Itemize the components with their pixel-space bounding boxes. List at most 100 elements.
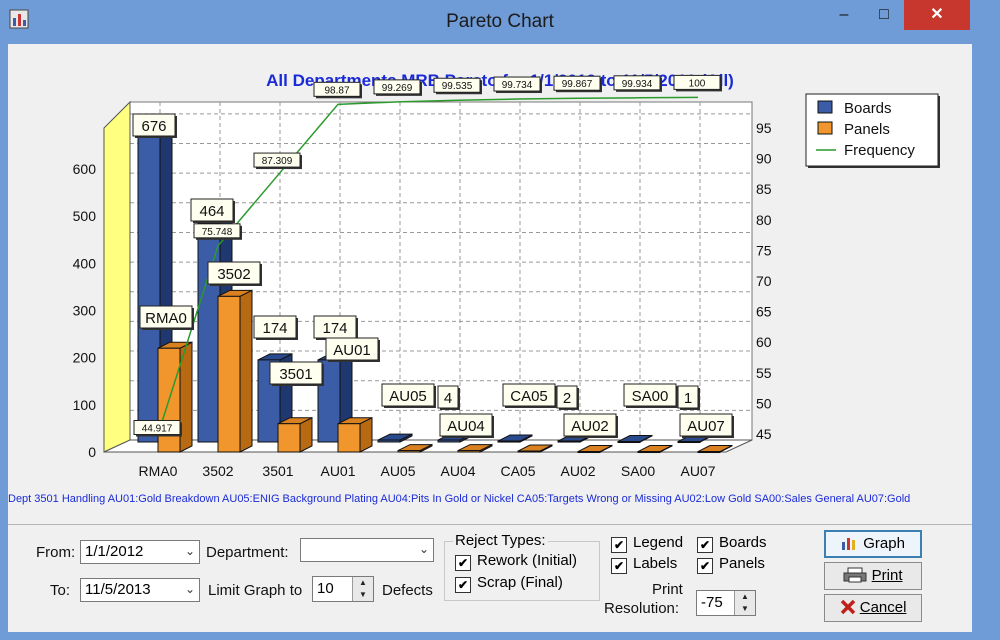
print-label: Print — [652, 581, 683, 598]
dept-label: AU01 — [333, 342, 371, 359]
dept-label-box — [623, 383, 677, 407]
y-left-tick-label: 100 — [73, 397, 97, 413]
legend-swatch — [817, 121, 833, 135]
panel-bar — [457, 450, 481, 453]
spin-buttons[interactable]: ▲ ▼ — [734, 591, 755, 615]
frequency-data-label-box — [553, 75, 601, 91]
print-label-btn: Print — [871, 567, 903, 584]
panels-checkbox[interactable]: ✔ Panels — [697, 555, 765, 574]
frequency-data-label-box — [313, 81, 361, 97]
x-tick-label: RMA0 — [139, 463, 178, 479]
x-tick-label: AU05 — [380, 463, 415, 479]
y-left-tick-label: 200 — [73, 350, 97, 366]
dept-label: CA05 — [510, 388, 548, 405]
bar-value-label: 174 — [322, 320, 347, 337]
dept-label: RMA0 — [145, 310, 187, 327]
frequency-line — [157, 96, 699, 435]
bar-value-label: 1 — [684, 390, 692, 407]
frequency-data-label-box — [613, 75, 661, 91]
board-bar — [557, 440, 581, 443]
legend-label: Boards — [844, 100, 892, 117]
panel-bar — [337, 423, 361, 453]
y-right-tick-label: 90 — [756, 151, 772, 167]
dept-label-box — [381, 383, 435, 407]
frequency-data-label: 99.269 — [382, 83, 413, 94]
department-select[interactable]: ⌄ — [300, 538, 434, 562]
client-area: All Departments MRB Pareto for 1/1/2012 … — [8, 44, 972, 632]
boards-checkbox[interactable]: ✔ Boards — [697, 534, 767, 553]
from-date-picker[interactable]: 1/1/2012 ⌄ — [80, 540, 200, 564]
limit-spinner[interactable]: 10 ▲ ▼ — [312, 576, 374, 602]
frequency-data-label: 100 — [689, 78, 706, 89]
board-bar — [137, 122, 161, 443]
window-title: Pareto Chart — [446, 11, 554, 32]
y-right-tick-label: 60 — [756, 334, 772, 350]
dept-label-box — [325, 337, 379, 361]
dept-label-box — [269, 361, 323, 385]
legend-checkbox[interactable]: ✔ Legend — [611, 534, 683, 553]
bar-value-label-box — [190, 198, 234, 222]
resolution-spinner[interactable]: -75 ▲ ▼ — [696, 590, 756, 616]
panel-bar-side — [239, 289, 253, 453]
x-tick-label: AU01 — [320, 463, 355, 479]
x-tick-label: CA05 — [500, 463, 535, 479]
frequency-data-label-box — [133, 420, 181, 436]
bar-value-label-box — [253, 315, 297, 339]
from-date-value: 1/1/2012 — [85, 543, 144, 560]
dept-label: SA00 — [632, 388, 669, 405]
app-chart-icon — [9, 9, 29, 29]
frequency-data-label: 99.535 — [442, 81, 473, 92]
minimize-button[interactable]: – — [839, 6, 849, 23]
frequency-data-label-box — [373, 79, 421, 95]
bar-value-label: 676 — [141, 118, 166, 135]
graph-icon — [842, 538, 856, 550]
x-tick-label: AU04 — [440, 463, 475, 479]
graph-button[interactable]: Graph — [824, 530, 922, 558]
y-right-tick-label: 55 — [756, 365, 772, 381]
y-right-tick-label: 65 — [756, 304, 772, 320]
labels-checkbox[interactable]: ✔ Labels — [611, 555, 677, 574]
frequency-data-label: 99.934 — [622, 79, 653, 90]
x-tick-label: AU02 — [560, 463, 595, 479]
rework-checkbox[interactable]: ✔ Rework (Initial) — [455, 552, 577, 571]
dept-label: 3501 — [279, 366, 312, 383]
panel-bar — [397, 450, 421, 453]
scrap-checkbox[interactable]: ✔ Scrap (Final) — [455, 574, 563, 593]
spin-buttons[interactable]: ▲ ▼ — [352, 577, 373, 601]
dept-label: 3502 — [217, 266, 250, 283]
resolution-label: Resolution: — [604, 600, 680, 617]
panel-bar — [517, 450, 541, 453]
close-button[interactable]: ✕ — [904, 0, 970, 30]
frequency-data-label: 99.867 — [562, 79, 593, 90]
title-bar: Pareto Chart – □ ✕ — [0, 0, 1000, 44]
dept-label: AU02 — [571, 418, 609, 435]
resolution-value: -75 — [701, 594, 723, 611]
maximize-button[interactable]: □ — [879, 6, 889, 23]
dept-label-box — [139, 305, 193, 329]
bar-value-label: 4 — [444, 390, 452, 407]
dept-label: AU07 — [687, 418, 725, 435]
print-button[interactable]: Print — [824, 562, 922, 590]
y-right-tick-label: 50 — [756, 395, 772, 411]
printer-icon — [843, 567, 867, 583]
dept-label-box — [502, 383, 556, 407]
limit-value: 10 — [317, 580, 334, 597]
chevron-down-icon: ⌄ — [418, 542, 429, 556]
reject-types-title: Reject Types: — [453, 532, 548, 549]
limit-label: Limit Graph to — [208, 582, 303, 599]
x-tick-label: AU07 — [680, 463, 715, 479]
bar-value-label-box — [132, 113, 176, 137]
board-bar — [617, 441, 641, 444]
graph-label: Graph — [863, 535, 905, 552]
legend-label: Panels — [844, 121, 890, 138]
pareto-chart: All Departments MRB Pareto for 1/1/2012 … — [8, 44, 972, 522]
panel-bar — [277, 423, 301, 453]
board-bar — [197, 222, 221, 443]
dept-label-box — [563, 413, 617, 437]
cancel-button[interactable]: Cancel — [824, 594, 922, 622]
chevron-down-icon: ⌄ — [184, 582, 195, 596]
to-date-picker[interactable]: 11/5/2013 ⌄ — [80, 578, 200, 602]
panel-bar — [697, 451, 721, 454]
frequency-data-label-box — [253, 152, 301, 168]
panel-bar — [217, 295, 241, 453]
